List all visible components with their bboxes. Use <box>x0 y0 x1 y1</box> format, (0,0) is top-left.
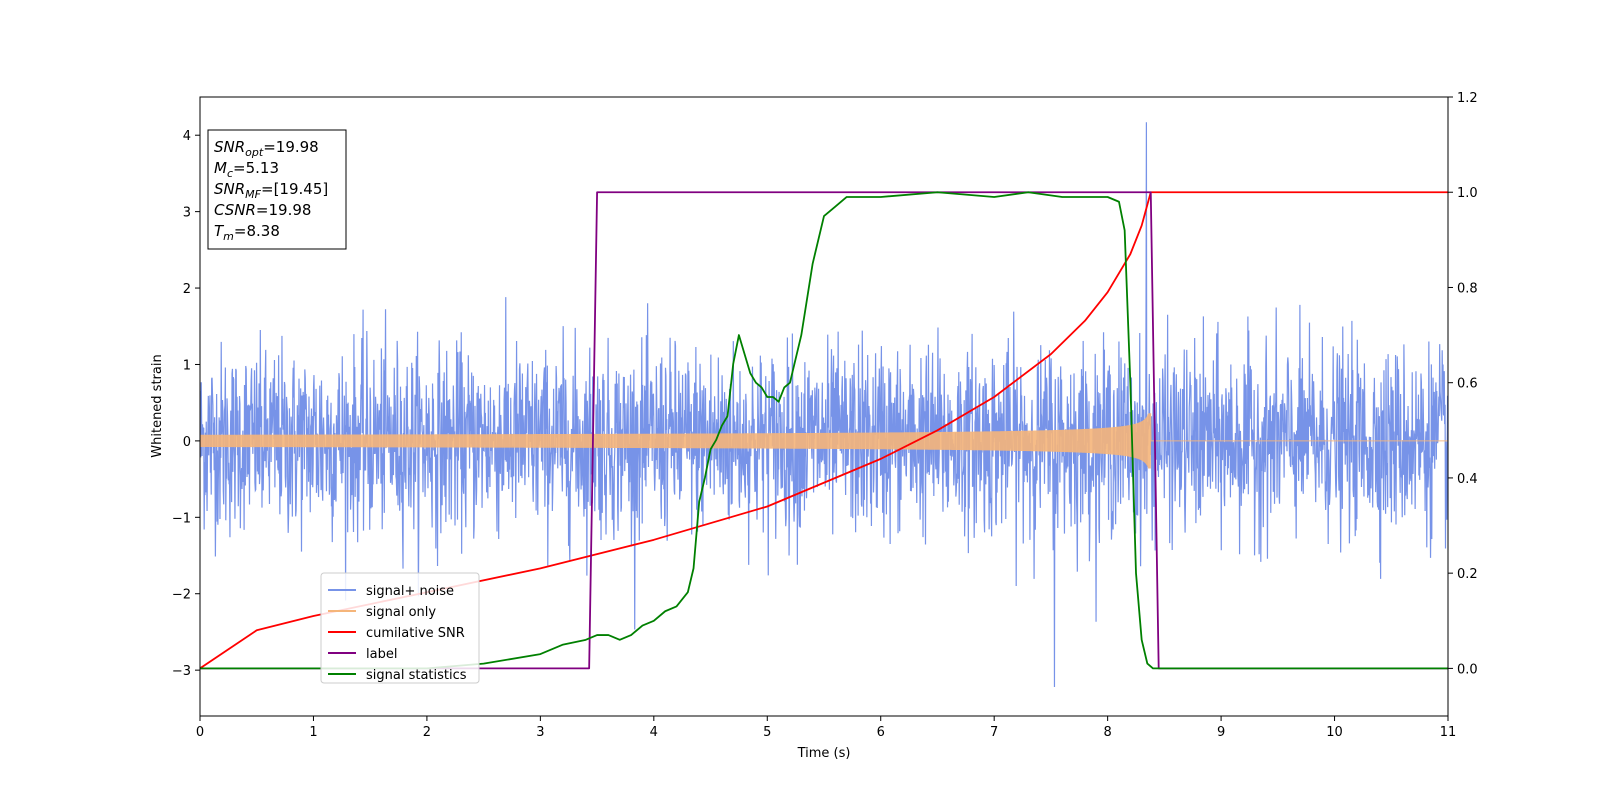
legend-label: signal statistics <box>366 668 467 683</box>
x-tick-label: 1 <box>309 725 317 740</box>
plot-frame <box>199 96 1449 717</box>
x-tick-label: 9 <box>1217 725 1225 740</box>
legend: signal+ noise signal only cumilative SNR la… <box>320 572 480 684</box>
series-signal-only <box>200 413 1448 469</box>
y-axis-label: Whitened strain <box>150 354 165 457</box>
y-left-tick-label: 0 <box>183 435 191 450</box>
info-box: SNRopt=19.98Mc=5.13SNRMF=[19.45]CSNR=19.… <box>207 129 347 250</box>
x-tick-label: 4 <box>650 725 658 740</box>
y-right-tick-label: 0.8 <box>1457 281 1478 296</box>
x-tick-label: 10 <box>1326 725 1343 740</box>
x-tick-label: 11 <box>1440 725 1457 740</box>
x-axis-label: Time (s) <box>797 746 851 761</box>
series-signal-statistics <box>200 191 1448 670</box>
x-tick-label: 8 <box>1103 725 1111 740</box>
info-line: SNRMF=[19.45] <box>214 180 328 201</box>
x-tick-label: 6 <box>877 725 885 740</box>
y-right-tick-label: 0.0 <box>1457 662 1478 677</box>
y-left-tick-label: 1 <box>183 358 191 373</box>
y-left-tick-label: −3 <box>172 664 191 679</box>
y-axis-left: −3 −2 −1 0 1 2 3 4 <box>172 129 200 679</box>
info-line: Mc=5.13 <box>214 159 279 180</box>
info-line: Tm=8.38 <box>214 222 280 243</box>
x-tick-label: 7 <box>990 725 998 740</box>
y-right-tick-label: 0.6 <box>1457 377 1478 392</box>
x-axis: 0 1 2 3 4 5 6 7 8 9 10 11 <box>196 716 1456 740</box>
y-left-tick-label: 2 <box>183 282 191 297</box>
x-tick-label: 0 <box>196 725 204 740</box>
y-axis-right: 0.0 0.2 0.4 0.6 0.8 1.0 1.2 <box>1448 91 1478 677</box>
legend-label: cumilative SNR <box>366 626 465 641</box>
x-tick-label: 3 <box>536 725 544 740</box>
y-left-tick-label: 3 <box>183 206 191 221</box>
x-tick-label: 2 <box>423 725 431 740</box>
legend-label: label <box>366 647 397 662</box>
info-line: CSNR=19.98 <box>214 201 311 219</box>
y-left-tick-label: −2 <box>172 588 191 603</box>
y-right-tick-label: 1.0 <box>1457 186 1478 201</box>
y-right-tick-label: 1.2 <box>1457 91 1478 106</box>
legend-label: signal+ noise <box>366 584 454 599</box>
y-right-tick-label: 0.4 <box>1457 472 1478 487</box>
y-left-tick-label: −1 <box>172 511 191 526</box>
x-tick-label: 5 <box>763 725 771 740</box>
legend-label: signal only <box>366 605 436 620</box>
info-line: SNRopt=19.98 <box>214 138 319 159</box>
y-right-tick-label: 0.2 <box>1457 567 1478 582</box>
y-left-tick-label: 4 <box>183 129 191 144</box>
